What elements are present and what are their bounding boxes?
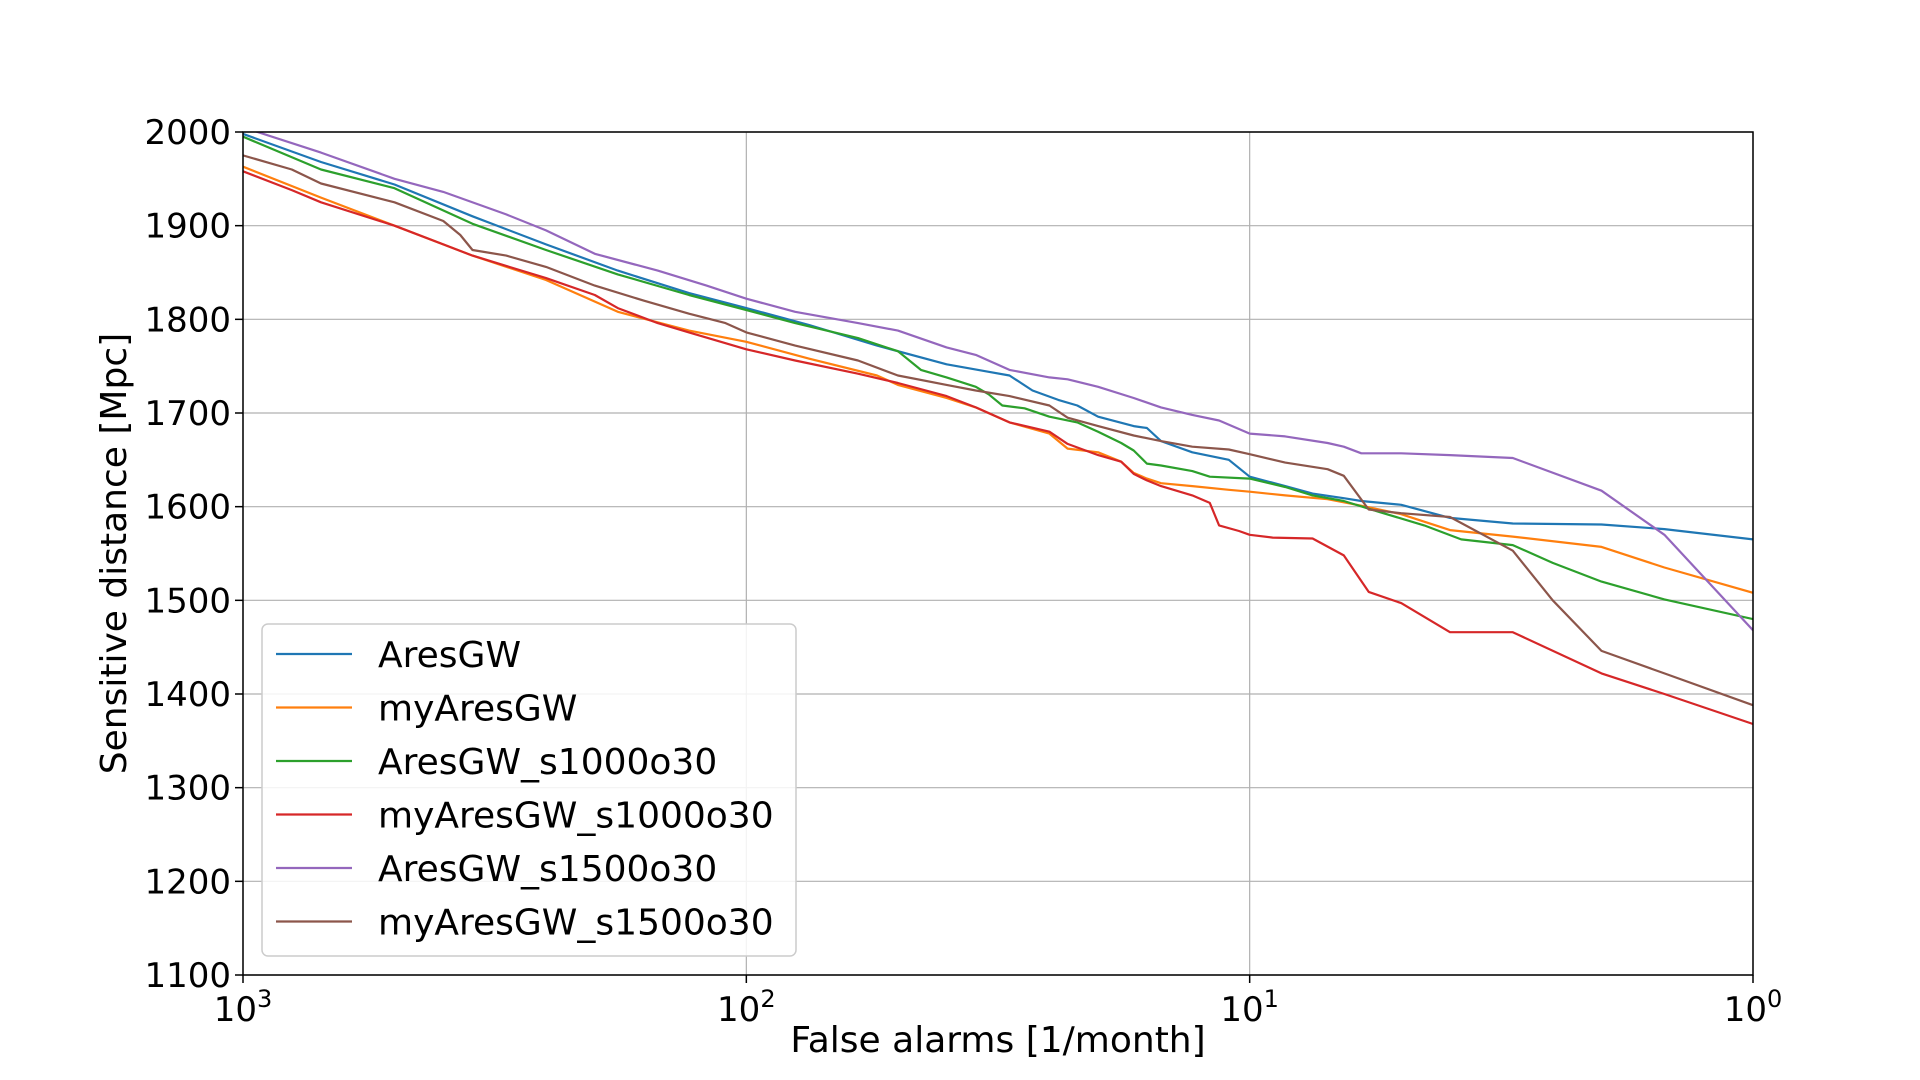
y-tick-label-6: 1700 — [144, 394, 231, 434]
x-tick-label-0: 103 — [214, 985, 273, 1030]
series-line-0 — [243, 132, 1753, 541]
y-tick-label-2: 1300 — [144, 769, 231, 809]
legend-label-5: myAresGW_s1500o30 — [378, 903, 774, 944]
legend-box — [261, 623, 797, 957]
x-tick-label-3: 100 — [1724, 985, 1783, 1030]
y-tick-label-1: 1200 — [144, 862, 231, 902]
series-layer — [243, 132, 1753, 726]
y-tick-label-7: 1800 — [144, 300, 231, 340]
y-tick-label-0: 1100 — [144, 956, 231, 996]
x-tick-label-2: 101 — [1220, 985, 1279, 1030]
legend-label-0: AresGW — [378, 635, 521, 676]
series-line-4 — [253, 132, 1753, 632]
y-tick-label-9: 2000 — [144, 113, 231, 153]
legend-label-2: AresGW_s1000o30 — [378, 742, 717, 783]
y-tick-label-4: 1500 — [144, 581, 231, 621]
x-tick-label-1: 102 — [717, 985, 776, 1030]
legend-label-1: myAresGW — [378, 689, 577, 730]
y-axis: 1100 1200 1300 1400 1500 1600 1700 1800 1900 2000 — [144, 113, 243, 996]
y-tick-label-8: 1900 — [144, 207, 231, 247]
series-line-2 — [243, 135, 1753, 621]
series-line-3 — [243, 170, 1753, 726]
legend-label-4: AresGW_s1500o30 — [378, 849, 717, 890]
x-axis-label: False alarms [1/month] — [790, 1020, 1205, 1061]
x-axis: 103 102 101 100 — [214, 975, 1783, 1030]
legend: AresGW myAresGW AresGW_s1000o30 myAresGW_s1… — [261, 623, 797, 957]
y-tick-label-3: 1400 — [144, 675, 231, 715]
y-axis-label: Sensitive distance [Mpc] — [94, 333, 135, 774]
plot-frame — [242, 131, 1754, 976]
y-tick-label-5: 1600 — [144, 488, 231, 528]
series-line-5 — [243, 154, 1753, 707]
legend-label-3: myAresGW_s1000o30 — [378, 796, 774, 837]
